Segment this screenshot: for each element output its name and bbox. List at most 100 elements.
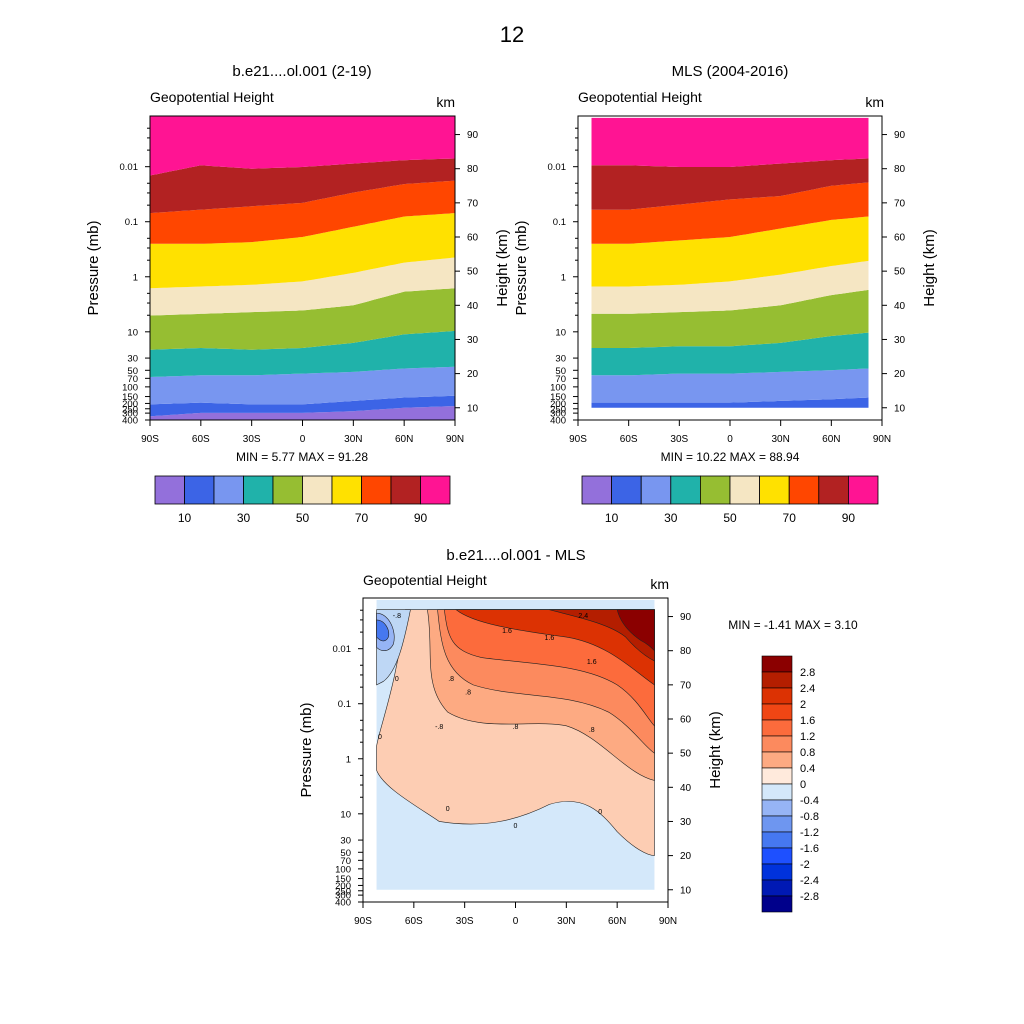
colorbar-label: 2 (800, 699, 806, 711)
height-tick-label: 50 (894, 267, 906, 278)
contour-label: -.8 (435, 724, 443, 731)
colorbar-swatch (670, 475, 701, 505)
panel-subtitle: Geopotential Height (150, 89, 274, 105)
x-tick-label: 0 (300, 434, 306, 445)
colorbar-label: -0.8 (800, 811, 819, 823)
height-tick-label: 10 (894, 403, 906, 414)
x-tick-label: 90S (354, 916, 372, 927)
contour-label: 2.4 (578, 613, 588, 620)
colorbar-swatch (761, 847, 793, 865)
colorbar-label: -1.6 (800, 843, 819, 855)
colorbar-swatch (420, 475, 451, 505)
colorbar-label: 0.4 (800, 763, 815, 775)
x-tick-label: 60N (822, 434, 840, 445)
colorbar-label: 90 (414, 511, 428, 525)
pressure-tick-label: 250 (122, 404, 138, 415)
contour-label: .8 (465, 690, 471, 697)
top-mask (364, 599, 667, 600)
pressure-tick-label: 0.1 (125, 217, 138, 228)
pressure-tick-label: 0.1 (553, 217, 566, 228)
colorbar-swatch (761, 895, 793, 913)
contour-band-70 (150, 213, 455, 289)
pressure-tick-label: 400 (550, 416, 566, 427)
min-max-label: MIN = 5.77 MAX = 91.28 (236, 450, 368, 464)
colorbar-swatch (390, 475, 421, 505)
contour-band-top (150, 116, 455, 176)
colorbar-swatch (761, 863, 793, 881)
contour-band-80 (591, 182, 869, 244)
colorbar-swatch (213, 475, 244, 505)
colorbar-swatch (272, 475, 303, 505)
contour-band-60 (591, 260, 869, 314)
contour-label: 0 (446, 806, 450, 813)
height-tick-label: 20 (467, 369, 479, 380)
contour-label: .8 (589, 727, 595, 734)
colorbar-label: 30 (664, 511, 678, 525)
page-title: 12 (500, 22, 524, 47)
contour-band-90 (591, 158, 869, 210)
colorbar-swatch (729, 475, 761, 505)
colorbar-swatch (761, 703, 793, 721)
contour-label: 0 (395, 676, 399, 683)
colorbar-label: 50 (723, 511, 737, 525)
colorbar-swatch (331, 475, 362, 505)
colorbar-swatch (302, 475, 333, 505)
height-tick-label: 70 (467, 198, 479, 209)
y-axis-title-right: Height (km) (707, 711, 724, 789)
pressure-tick-label: 0.01 (333, 644, 352, 655)
colorbar-swatch (759, 475, 790, 505)
contour-label: 1.6 (587, 659, 597, 666)
height-tick-label: 80 (894, 164, 906, 175)
units-label: km (436, 94, 455, 110)
panel-title: b.e21....ol.001 - MLS (446, 547, 585, 564)
colorbar-swatch (640, 475, 672, 505)
x-tick-label: 30N (557, 916, 575, 927)
x-tick-label: 90N (446, 434, 464, 445)
pressure-tick-label: 70 (555, 374, 566, 385)
pressure-tick-label: 70 (127, 374, 138, 385)
pressure-tick-label: 200 (550, 399, 566, 410)
contour-label: .8 (448, 676, 454, 683)
y-axis-title: Pressure (mb) (85, 220, 102, 315)
contour-band-90-cap (234, 116, 455, 119)
panel-title: MLS (2004-2016) (672, 63, 789, 80)
pressure-tick-label: 100 (335, 864, 351, 875)
pressure-tick-label: 400 (122, 416, 138, 427)
colorbar-label: 10 (605, 511, 619, 525)
x-tick-label: 60N (395, 434, 413, 445)
colorbar-swatch (761, 719, 793, 737)
height-tick-label: 30 (680, 817, 692, 828)
contour-label: -.8 (393, 613, 401, 620)
colorbar-swatch (154, 475, 185, 505)
colorbar-label: -2.4 (800, 875, 819, 887)
pressure-tick-label: 1 (561, 272, 566, 283)
pressure-tick-label: 50 (555, 366, 566, 377)
pressure-tick-label: 10 (340, 809, 351, 820)
height-tick-label: 10 (680, 885, 692, 896)
colorbar-label: -2.8 (800, 891, 819, 903)
pressure-tick-label: 300 (550, 409, 566, 420)
colorbar-label: -1.2 (800, 827, 819, 839)
contour-band-60 (150, 257, 455, 316)
contour-band-70 (591, 216, 869, 287)
pressure-tick-label: 200 (122, 399, 138, 410)
colorbar-label: -2 (800, 859, 810, 871)
height-tick-label: 90 (467, 130, 479, 141)
y-axis-title-right: Height (km) (494, 229, 511, 307)
contour-band-20 (591, 397, 869, 408)
height-tick-label: 80 (467, 164, 479, 175)
colorbar-swatch (761, 831, 793, 849)
height-tick-label: 90 (894, 130, 906, 141)
colorbar-swatch (761, 815, 793, 833)
pressure-tick-label: 30 (340, 836, 351, 847)
contour-label: 0 (378, 734, 382, 741)
colorbar-swatch (184, 475, 215, 505)
height-tick-label: 20 (894, 369, 906, 380)
height-tick-label: 50 (467, 267, 479, 278)
pressure-tick-label: 30 (555, 354, 566, 365)
contour-region-2 (455, 609, 655, 686)
pressure-tick-label: 150 (122, 392, 138, 403)
panel-title: b.e21....ol.001 (2-19) (232, 63, 371, 80)
pressure-tick-label: 300 (335, 891, 351, 902)
